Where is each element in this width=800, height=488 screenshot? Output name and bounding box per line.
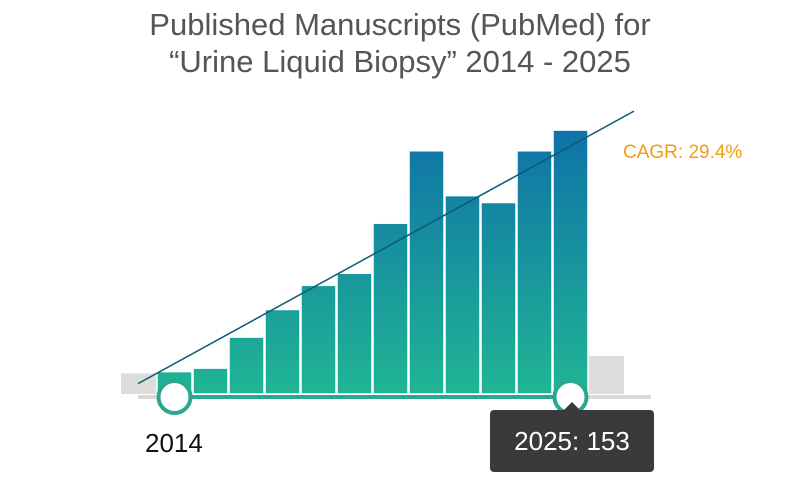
bar-2025[interactable] xyxy=(552,129,589,395)
bar-2020[interactable] xyxy=(372,222,409,395)
bar-2024[interactable] xyxy=(516,150,553,395)
cagr-trend-line xyxy=(137,110,635,385)
trend-layer: CAGR: 29.4% xyxy=(137,110,742,385)
bar-series xyxy=(121,129,624,395)
value-tooltip: 2025: 153 xyxy=(490,410,654,472)
bar-2015[interactable] xyxy=(192,367,229,395)
bar-2023[interactable] xyxy=(480,201,517,395)
bar-2017[interactable] xyxy=(264,308,301,395)
bar-2016[interactable] xyxy=(228,336,265,395)
range-start-label: 2014 xyxy=(145,428,203,458)
cagr-label: CAGR: 29.4% xyxy=(623,142,742,163)
bar-2019[interactable] xyxy=(336,272,373,395)
tooltip-arrow xyxy=(563,402,581,411)
chart-title-line-2: “Urine Liquid Biopsy” 2014 - 2025 xyxy=(169,44,631,79)
chart-title: Published Manuscripts (PubMed) for “Urin… xyxy=(0,6,800,80)
bar-2026[interactable] xyxy=(589,356,624,394)
range-start-handle[interactable] xyxy=(156,379,193,415)
chart-title-line-1: Published Manuscripts (PubMed) for xyxy=(149,7,651,42)
bar-2021[interactable] xyxy=(408,150,445,395)
bar-2022[interactable] xyxy=(444,194,481,395)
range-slider[interactable] xyxy=(138,379,651,415)
bar-2018[interactable] xyxy=(300,284,337,395)
